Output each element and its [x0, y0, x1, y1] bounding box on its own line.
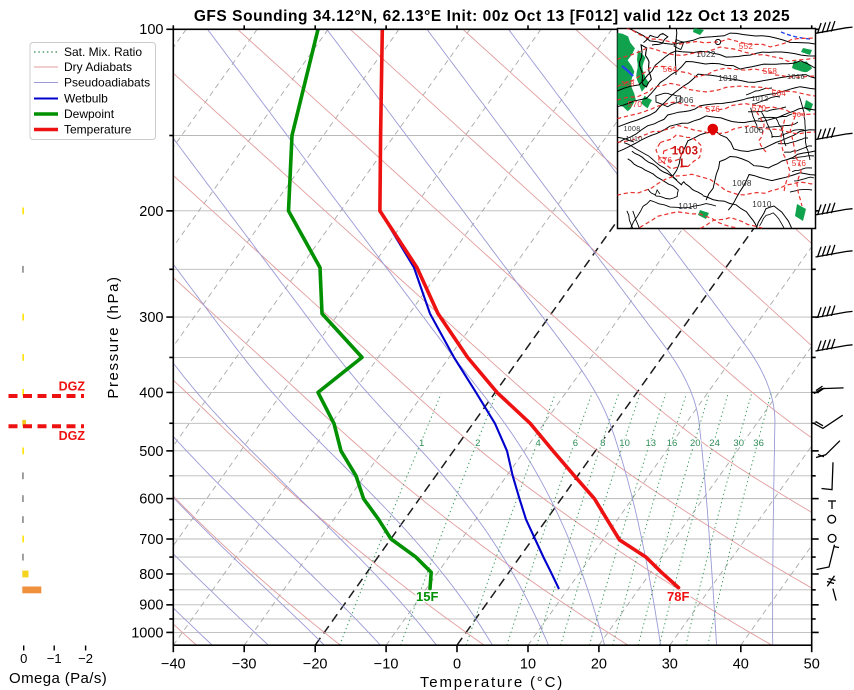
svg-text:78F: 78F: [667, 589, 689, 604]
svg-text:Wetbulb: Wetbulb: [64, 92, 108, 106]
svg-text:500: 500: [139, 444, 163, 460]
svg-text:0: 0: [20, 651, 27, 666]
svg-text:1010: 1010: [626, 136, 643, 143]
svg-text:Sat. Mix. Ratio: Sat. Mix. Ratio: [64, 45, 142, 59]
svg-text:1006: 1006: [674, 96, 694, 105]
svg-text:1016: 1016: [787, 72, 805, 81]
svg-text:570: 570: [752, 104, 767, 113]
svg-text:552: 552: [739, 42, 754, 51]
svg-text:8: 8: [600, 438, 605, 449]
svg-text:−40: −40: [161, 657, 186, 673]
svg-text:Dewpoint: Dewpoint: [64, 107, 115, 121]
svg-text:558: 558: [763, 67, 778, 76]
svg-text:40: 40: [733, 657, 749, 673]
svg-text:Temperature: Temperature: [64, 123, 132, 137]
svg-text:10: 10: [619, 438, 630, 449]
svg-text:700: 700: [139, 532, 163, 548]
svg-text:564: 564: [792, 110, 805, 119]
svg-text:L: L: [680, 156, 688, 170]
svg-text:−2: −2: [78, 651, 93, 666]
svg-text:Pressure (hPa): Pressure (hPa): [105, 275, 122, 398]
svg-text:600: 600: [139, 492, 163, 508]
svg-text:16: 16: [667, 438, 678, 449]
svg-text:1006: 1006: [744, 126, 764, 135]
svg-text:−10: −10: [374, 657, 399, 673]
svg-text:30: 30: [733, 438, 744, 449]
svg-text:6: 6: [573, 438, 578, 449]
svg-text:900: 900: [139, 598, 163, 614]
svg-text:0: 0: [453, 657, 461, 673]
svg-text:Omega (Pa/s): Omega (Pa/s): [9, 670, 107, 687]
svg-text:1008: 1008: [732, 179, 752, 188]
svg-text:1000: 1000: [131, 625, 163, 641]
svg-text:DGZ: DGZ: [59, 429, 86, 443]
svg-text:564: 564: [772, 89, 787, 98]
svg-text:13: 13: [646, 438, 657, 449]
svg-text:−30: −30: [232, 657, 257, 673]
svg-text:1018: 1018: [718, 74, 738, 83]
svg-text:Dry Adiabats: Dry Adiabats: [64, 60, 132, 74]
svg-text:1010: 1010: [752, 200, 772, 209]
svg-text:558: 558: [621, 79, 634, 88]
svg-text:1012: 1012: [752, 96, 769, 103]
svg-text:564: 564: [663, 65, 678, 74]
svg-text:1010: 1010: [678, 202, 698, 211]
svg-text:1022: 1022: [696, 50, 716, 59]
svg-text:576: 576: [658, 156, 673, 165]
svg-text:200: 200: [139, 204, 163, 220]
svg-text:570: 570: [628, 100, 643, 109]
svg-text:400: 400: [139, 385, 163, 401]
svg-text:800: 800: [139, 567, 163, 583]
svg-text:36: 36: [753, 438, 764, 449]
svg-text:−20: −20: [303, 657, 328, 673]
svg-text:576: 576: [706, 105, 721, 114]
svg-text:100: 100: [139, 22, 163, 38]
svg-text:GFS Sounding 34.12°N, 62.13°E: GFS Sounding 34.12°N, 62.13°E Init: 00z …: [194, 8, 790, 25]
svg-text:15F: 15F: [416, 589, 438, 604]
svg-text:1003: 1003: [672, 146, 698, 158]
svg-text:10: 10: [520, 657, 536, 673]
svg-text:1008: 1008: [624, 126, 641, 133]
svg-text:50: 50: [804, 657, 820, 673]
svg-text:20: 20: [591, 657, 607, 673]
svg-text:20: 20: [690, 438, 701, 449]
svg-text:30: 30: [662, 657, 678, 673]
svg-text:2: 2: [475, 438, 480, 449]
svg-text:1: 1: [419, 438, 424, 449]
svg-text:24: 24: [709, 438, 720, 449]
svg-text:4: 4: [535, 438, 540, 449]
svg-text:−1: −1: [47, 651, 62, 666]
svg-text:300: 300: [139, 310, 163, 326]
svg-text:Temperature (°C): Temperature (°C): [420, 674, 564, 690]
svg-text:576: 576: [792, 159, 807, 168]
svg-text:Pseudoadiabats: Pseudoadiabats: [64, 76, 150, 90]
svg-text:DGZ: DGZ: [59, 380, 86, 394]
